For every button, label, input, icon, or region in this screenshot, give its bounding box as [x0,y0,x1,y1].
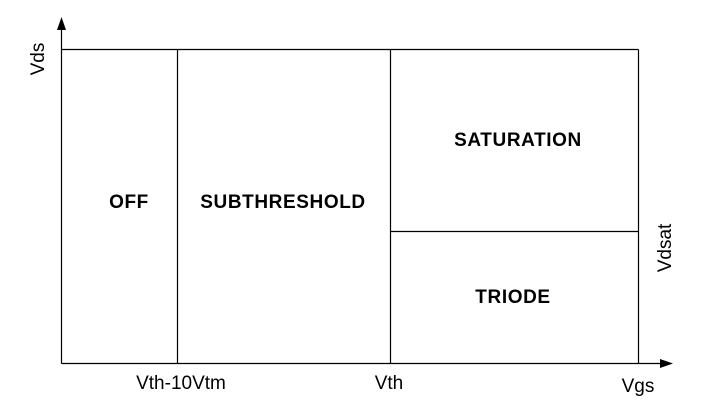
boundary-label-vdsat: Vdsat [655,223,676,272]
y-axis-arrowhead [57,17,66,30]
x-axis-label: Vgs [622,376,655,397]
y-axis-label: Vds [28,43,49,76]
region-label-triode: TRIODE [475,287,550,308]
region-label-saturation: SATURATION [454,130,582,151]
region-label-off: OFF [109,192,149,213]
boundary-label-vth: Vth [375,373,404,394]
boundary-label-vth-10vtm: Vth-10Vtm [136,373,226,394]
region-label-subthreshold: SUBTHRESHOLD [200,192,366,213]
x-axis-arrowhead [660,359,673,368]
